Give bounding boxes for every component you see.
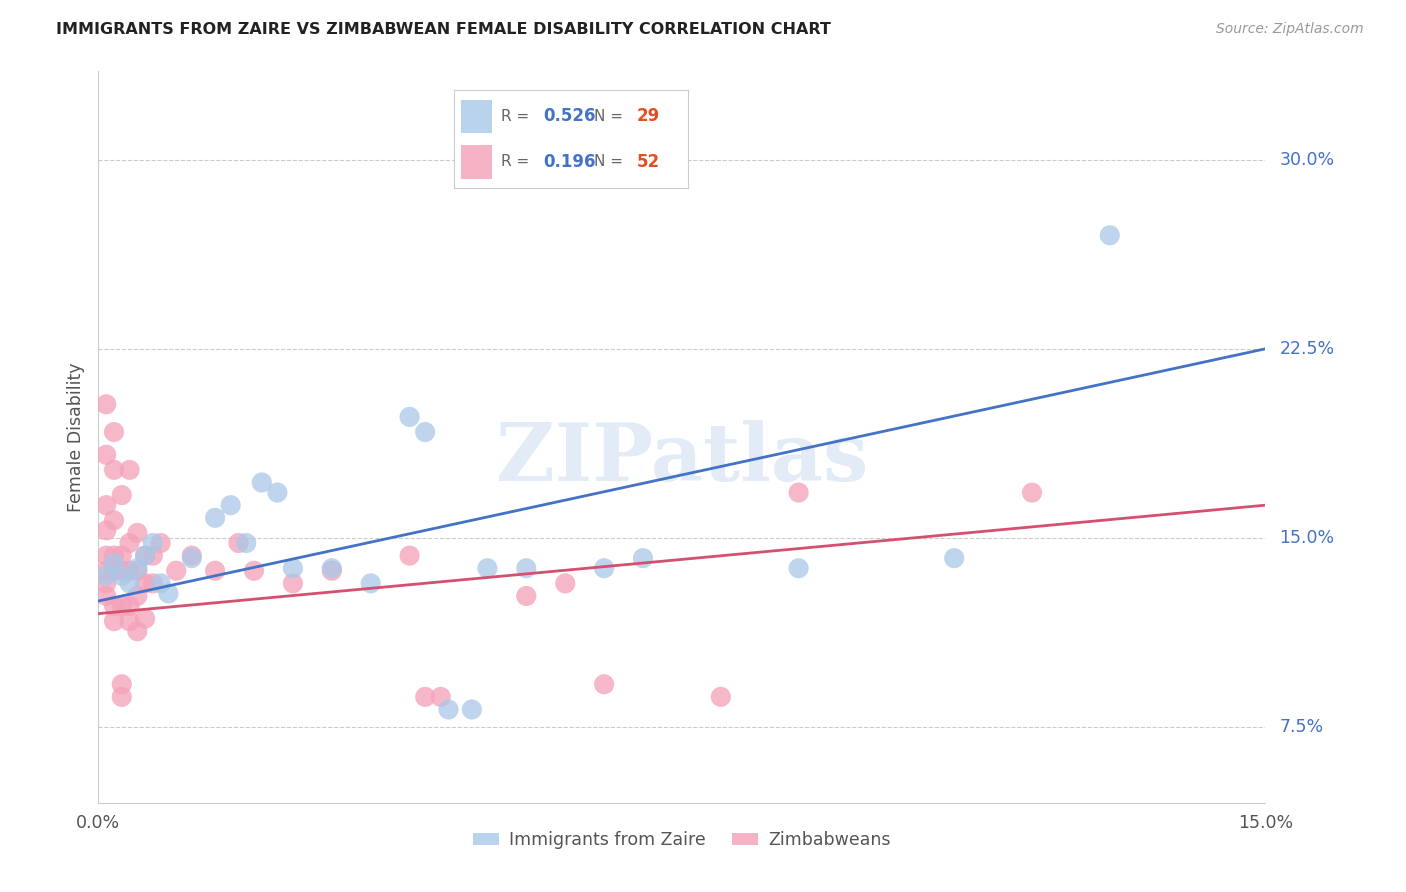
Point: [134, 549, 156, 563]
Point: [943, 551, 966, 566]
Point: [461, 702, 484, 716]
Point: [111, 599, 134, 613]
Point: [127, 564, 149, 578]
Point: [437, 702, 460, 716]
Text: 30.0%: 30.0%: [1279, 151, 1334, 169]
Point: [118, 536, 141, 550]
Point: [142, 549, 165, 563]
Point: [149, 576, 172, 591]
Point: [281, 561, 304, 575]
Point: [180, 551, 202, 566]
Point: [134, 549, 156, 563]
Point: [204, 510, 226, 524]
Point: [96, 448, 118, 462]
Point: [321, 564, 343, 578]
Point: [103, 549, 125, 563]
Point: [281, 576, 304, 591]
Point: [250, 475, 273, 490]
Y-axis label: Female Disability: Female Disability: [66, 362, 84, 512]
Point: [515, 561, 537, 575]
Point: [398, 549, 420, 563]
Point: [413, 690, 436, 704]
Point: [118, 614, 141, 628]
Point: [96, 589, 118, 603]
Point: [228, 536, 250, 550]
Point: [1098, 228, 1121, 243]
Point: [96, 498, 118, 512]
Point: [96, 576, 118, 591]
Point: [111, 564, 134, 578]
Point: [103, 564, 125, 578]
Point: [235, 536, 257, 550]
Point: [142, 576, 165, 591]
Point: [165, 564, 187, 578]
Text: IMMIGRANTS FROM ZAIRE VS ZIMBABWEAN FEMALE DISABILITY CORRELATION CHART: IMMIGRANTS FROM ZAIRE VS ZIMBABWEAN FEMA…: [56, 22, 831, 37]
Text: 15.0%: 15.0%: [1279, 529, 1334, 547]
Point: [787, 485, 810, 500]
Point: [1021, 485, 1043, 500]
Point: [111, 690, 134, 704]
Point: [96, 397, 118, 411]
Point: [515, 589, 537, 603]
Point: [266, 485, 288, 500]
Point: [96, 524, 118, 538]
Text: 7.5%: 7.5%: [1279, 718, 1323, 736]
Point: [96, 564, 118, 578]
Point: [96, 569, 118, 583]
Point: [127, 561, 149, 575]
Point: [127, 589, 149, 603]
Point: [118, 576, 141, 591]
Point: [180, 549, 202, 563]
Point: [477, 561, 499, 575]
Point: [243, 564, 266, 578]
Point: [219, 498, 242, 512]
Point: [127, 624, 149, 639]
Text: ZIPatlas: ZIPatlas: [496, 420, 868, 498]
Point: [429, 690, 451, 704]
Point: [96, 549, 118, 563]
Text: Source: ZipAtlas.com: Source: ZipAtlas.com: [1216, 22, 1364, 37]
Point: [157, 586, 180, 600]
Point: [103, 556, 125, 570]
Point: [103, 513, 125, 527]
Point: [149, 536, 172, 550]
Point: [787, 561, 810, 575]
Point: [118, 463, 141, 477]
Legend: Immigrants from Zaire, Zimbabweans: Immigrants from Zaire, Zimbabweans: [465, 824, 898, 856]
Point: [111, 677, 134, 691]
Point: [631, 551, 654, 566]
Point: [103, 614, 125, 628]
Point: [710, 690, 733, 704]
Point: [111, 488, 134, 502]
Point: [111, 569, 134, 583]
Point: [204, 564, 226, 578]
Point: [593, 677, 616, 691]
Point: [413, 425, 436, 439]
Point: [103, 425, 125, 439]
Point: [554, 576, 576, 591]
Point: [103, 463, 125, 477]
Point: [111, 549, 134, 563]
Point: [593, 561, 616, 575]
Text: 22.5%: 22.5%: [1279, 340, 1334, 358]
Point: [103, 599, 125, 613]
Point: [118, 564, 141, 578]
Point: [360, 576, 382, 591]
Point: [134, 576, 156, 591]
Point: [321, 561, 343, 575]
Point: [134, 612, 156, 626]
Point: [118, 599, 141, 613]
Point: [398, 409, 420, 424]
Point: [142, 536, 165, 550]
Point: [127, 525, 149, 540]
